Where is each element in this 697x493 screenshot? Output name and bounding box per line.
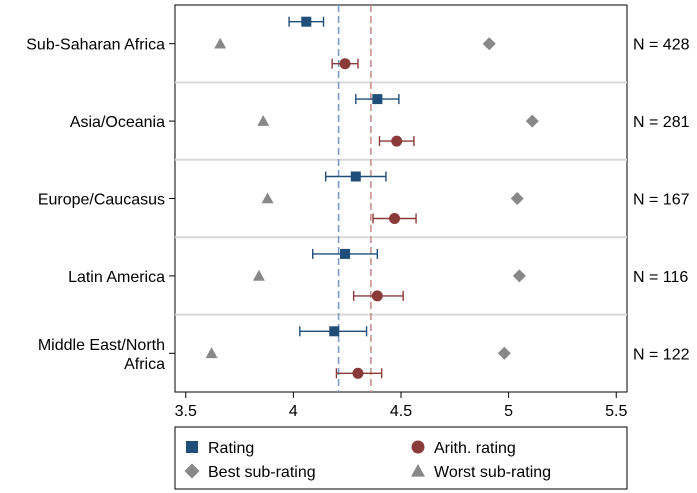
worst-sub-rating-point-3 [252,269,265,281]
worst-sub-rating-point-2 [261,192,274,204]
n-label-3: N = 116 [633,269,688,286]
n-label-0: N = 428 [633,37,690,54]
best-sub-rating-point-0 [482,37,496,51]
category-label-4-line-0: Middle East/North [38,337,165,354]
n-label-4: N = 122 [633,346,690,363]
legend-marker-rating [186,441,198,453]
legend-marker-worst-sub-rating [411,464,425,477]
n-label-2: N = 167 [633,192,690,209]
arith-rating-point-0 [339,58,351,70]
x-axis: 3.5 4 4.5 5 5.5 [175,392,627,420]
x-tick-label-4: 5.5 [605,403,627,420]
arith-rating-point-1 [391,135,403,147]
group-separators [175,81,627,316]
worst-sub-rating-point-4 [205,347,218,359]
data-marks [205,16,539,379]
legend-label-worst-sub-rating: Worst sub-rating [434,464,551,481]
x-tick-label-0: 3.5 [175,403,197,420]
category-labels: Sub-Saharan Africa Asia/Oceania Europe/Cau… [26,37,175,373]
rating-point-2 [350,171,361,182]
rating-point-1 [372,94,383,105]
legend-label-rating: Rating [208,440,254,457]
best-sub-rating-point-1 [525,114,539,128]
legend-marker-arith-rating [411,440,425,454]
legend-marker-best-sub-rating [184,463,200,479]
arith-rating-point-2 [389,213,401,224]
arith-rating-point-4 [352,367,364,379]
arith-rating-point-3 [371,290,383,302]
category-label-3-line-0: Latin America [68,269,165,286]
legend-label-arith-rating: Arith. rating [434,440,516,457]
legend-box [174,426,628,490]
n-labels: N = 428 N = 281 N = 167 N = 116 N = 122 [633,37,690,364]
n-label-1: N = 281 [633,114,690,131]
worst-sub-rating-point-0 [214,37,227,49]
category-label-0-line-0: Sub-Saharan Africa [26,37,165,54]
x-tick-label-1: 4 [289,403,298,420]
rating-point-3 [340,248,351,259]
worst-sub-rating-point-1 [257,115,270,126]
category-label-2-line-0: Europe/Caucasus [38,192,165,209]
category-label-1-line-0: Asia/Oceania [70,114,165,131]
category-label-4-line-1: Africa [124,356,165,373]
best-sub-rating-point-3 [512,269,526,283]
best-sub-rating-point-4 [497,346,511,360]
x-tick-label-3: 5 [504,403,513,420]
legend: Rating Arith. rating Best sub-rating Worst … [174,426,628,490]
best-sub-rating-point-2 [510,192,524,205]
legend-label-best-sub-rating: Best sub-rating [208,464,316,481]
rating-point-0 [301,16,312,27]
plot-area-frame [174,4,628,393]
x-tick-label-2: 4.5 [390,403,412,420]
rating-point-4 [329,326,340,337]
